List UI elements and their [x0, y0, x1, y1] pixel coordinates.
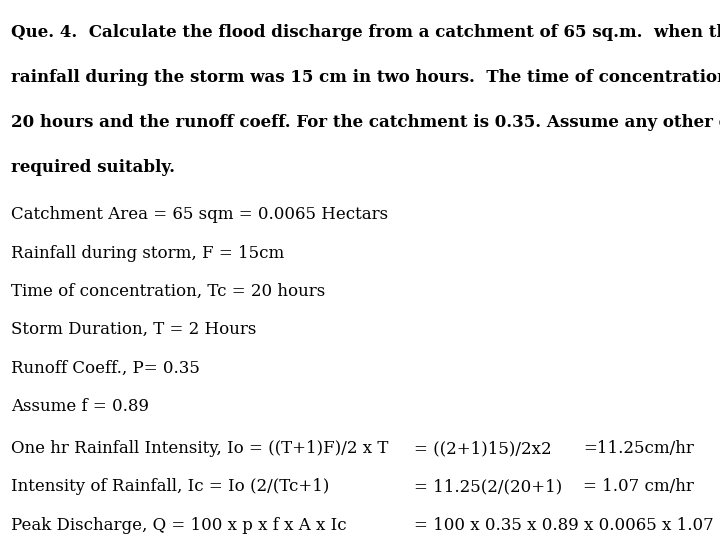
Text: Peak Discharge, Q = 100 x p x f x A x Ic: Peak Discharge, Q = 100 x p x f x A x Ic [11, 517, 346, 534]
Text: Catchment Area = 65 sqm = 0.0065 Hectars: Catchment Area = 65 sqm = 0.0065 Hectars [11, 206, 388, 223]
Text: Intensity of Rainfall, Ic = Io (2/(Tc+1): Intensity of Rainfall, Ic = Io (2/(Tc+1) [11, 478, 329, 495]
Text: =11.25cm/hr: =11.25cm/hr [583, 440, 694, 457]
Text: Assume f = 0.89: Assume f = 0.89 [11, 398, 149, 415]
Text: = 1.07 cm/hr: = 1.07 cm/hr [583, 478, 694, 495]
Text: required suitably.: required suitably. [11, 159, 175, 176]
Text: = 11.25(2/(20+1): = 11.25(2/(20+1) [414, 478, 562, 495]
Text: rainfall during the storm was 15 cm in two hours.  The time of concentration is: rainfall during the storm was 15 cm in t… [11, 69, 720, 86]
Text: 20 hours and the runoff coeff. For the catchment is 0.35. Assume any other data: 20 hours and the runoff coeff. For the c… [11, 114, 720, 131]
Text: One hr Rainfall Intensity, Io = ((T+1)F)/2 x T: One hr Rainfall Intensity, Io = ((T+1)F)… [11, 440, 388, 457]
Text: Storm Duration, T = 2 Hours: Storm Duration, T = 2 Hours [11, 321, 256, 338]
Text: Que. 4.  Calculate the flood discharge from a catchment of 65 sq.m.  when the: Que. 4. Calculate the flood discharge fr… [11, 24, 720, 41]
Text: = ((2+1)15)/2x2: = ((2+1)15)/2x2 [414, 440, 552, 457]
Text: = 100 x 0.35 x 0.89 x 0.0065 x 1.07: = 100 x 0.35 x 0.89 x 0.0065 x 1.07 [414, 517, 714, 534]
Text: Rainfall during storm, F = 15cm: Rainfall during storm, F = 15cm [11, 245, 284, 261]
Text: Runoff Coeff., P= 0.35: Runoff Coeff., P= 0.35 [11, 360, 199, 376]
Text: Time of concentration, Tc = 20 hours: Time of concentration, Tc = 20 hours [11, 283, 325, 300]
